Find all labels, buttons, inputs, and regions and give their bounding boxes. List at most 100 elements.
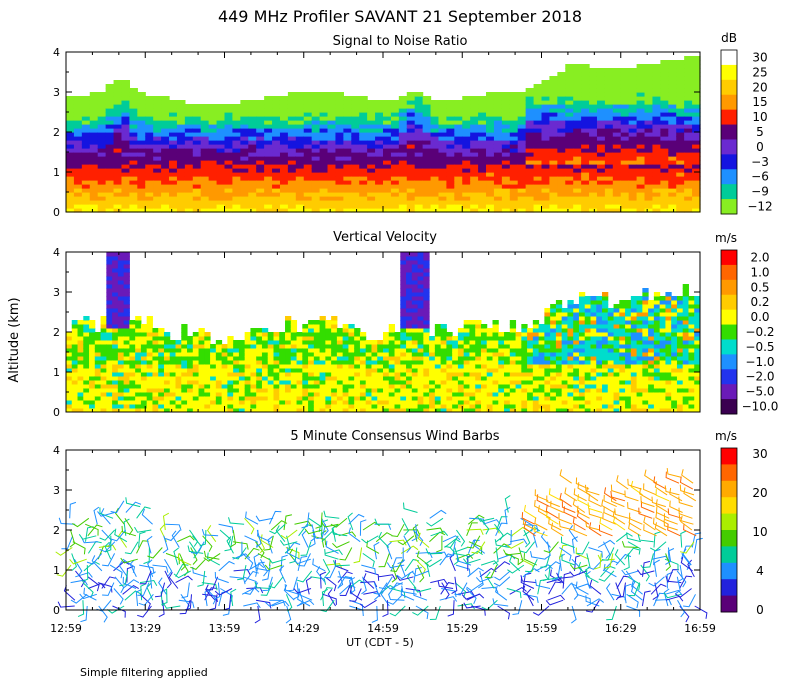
snr-cell [684,192,693,197]
snr-cell [311,140,321,145]
vv-cell [77,404,84,409]
snr-cell [454,152,463,157]
vv-cell [117,292,125,297]
vv-cell [267,408,274,413]
snr-cell [121,108,130,113]
snr-cell [406,184,416,189]
vv-cell [106,304,113,309]
vv-cell [117,300,125,305]
snr-cell [668,160,677,165]
snr-cell [573,176,582,181]
vv-cell [498,356,505,361]
vv-cell [89,392,96,397]
vv-cell [630,404,638,409]
snr-cell [414,128,424,133]
vv-cell [457,388,465,393]
snr-cell [517,140,527,145]
snr-cell [390,128,400,133]
snr-cell [145,164,154,169]
snr-cell [279,200,289,205]
vv-cell [532,348,540,353]
vv-cell [383,336,390,341]
vv-cell [331,316,338,321]
vv-cell [480,324,488,329]
snr-cell [248,188,257,193]
vv-cell [653,388,661,393]
vv-cell [440,324,447,329]
vv-cell [584,316,591,321]
snr-cell [422,96,432,101]
snr-cell [240,192,249,197]
snr-cell [319,108,329,113]
vv-cell [578,408,586,413]
snr-cell [446,124,455,129]
vv-cell [498,384,505,389]
vv-cell [463,348,470,353]
vv-cell [175,348,182,353]
vv-cell [659,364,666,369]
snr-cell [97,112,107,117]
snr-cell [604,88,614,93]
snr-cell [335,96,344,101]
vv-cell [538,400,545,405]
vv-cell [181,332,188,337]
vv-cell [400,260,407,265]
snr-cell [438,108,447,113]
snr-cell [573,180,582,185]
snr-cell [422,208,432,213]
snr-cell [351,136,360,141]
vv-cell [354,344,361,349]
vv-cell [573,336,580,341]
vv-cell [175,364,182,369]
snr-cell [398,136,408,141]
vv-cell [169,372,177,377]
snr-cell [240,148,249,153]
snr-cell [105,108,115,113]
vv-cell [463,376,470,381]
snr-cell [501,188,511,193]
snr-cell [525,156,535,161]
vv-cell [527,392,534,397]
vv-cell [106,252,113,257]
vv-cell [152,388,159,393]
vv-cell [250,332,257,337]
vv-cell [423,268,430,273]
snr-cell [652,96,661,101]
vv-cell [112,300,119,305]
snr-cell [454,124,463,129]
vv-cell [94,372,102,377]
vv-cell [457,404,465,409]
vv-cell [365,360,372,365]
snr-cell [145,136,154,141]
snr-cell [137,108,146,113]
snr-cell [184,144,194,149]
snr-cell [113,200,123,205]
snr-cell [692,192,701,197]
snr-cell [390,100,400,105]
vv-cell [532,340,540,345]
vv-cell [383,376,390,381]
vv-cell [342,376,349,381]
snr-cell [486,168,495,173]
vv-cell [135,380,142,385]
vv-cell [285,360,292,365]
snr-cell [541,132,551,137]
y-axis-label: Altitude (km) [7,297,22,382]
vv-cell [653,352,661,357]
snr-cell [398,96,408,101]
vv-cell [475,336,482,341]
snr-cell [549,96,558,101]
vv-cell [532,368,540,373]
snr-cell [525,108,535,113]
snr-cell [311,160,321,165]
vv-cell [504,400,511,405]
snr-cell [525,148,535,153]
snr-cell [66,168,75,173]
vv-cell [296,352,303,357]
vv-cell [267,368,274,373]
snr-cell [153,164,162,169]
vv-cell [573,388,580,393]
snr-cell [541,136,551,141]
vv-cell [423,320,430,325]
snr-cell [549,84,558,89]
